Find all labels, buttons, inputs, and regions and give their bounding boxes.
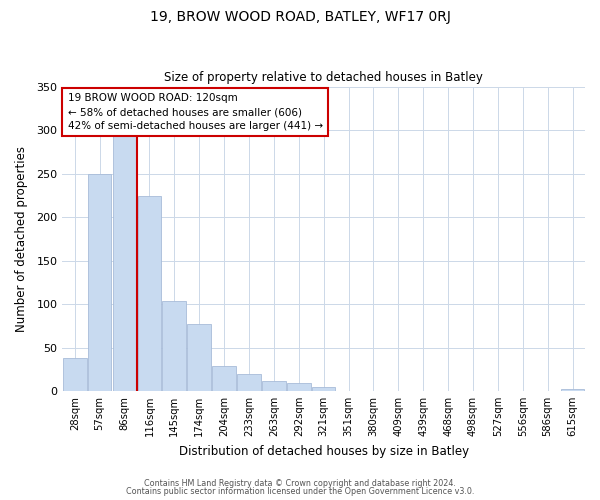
Bar <box>113 135 136 391</box>
Text: Contains public sector information licensed under the Open Government Licence v3: Contains public sector information licen… <box>126 487 474 496</box>
X-axis label: Distribution of detached houses by size in Batley: Distribution of detached houses by size … <box>179 444 469 458</box>
Text: Contains HM Land Registry data © Crown copyright and database right 2024.: Contains HM Land Registry data © Crown c… <box>144 478 456 488</box>
Bar <box>137 196 161 391</box>
Y-axis label: Number of detached properties: Number of detached properties <box>15 146 28 332</box>
Bar <box>561 389 584 391</box>
Bar <box>187 324 211 391</box>
Text: 19, BROW WOOD ROAD, BATLEY, WF17 0RJ: 19, BROW WOOD ROAD, BATLEY, WF17 0RJ <box>149 10 451 24</box>
Bar <box>163 300 186 391</box>
Bar <box>63 358 86 391</box>
Text: 19 BROW WOOD ROAD: 120sqm
← 58% of detached houses are smaller (606)
42% of semi: 19 BROW WOOD ROAD: 120sqm ← 58% of detac… <box>68 93 323 131</box>
Bar <box>212 366 236 391</box>
Bar <box>312 386 335 391</box>
Bar <box>237 374 261 391</box>
Bar <box>262 382 286 391</box>
Bar <box>287 383 311 391</box>
Title: Size of property relative to detached houses in Batley: Size of property relative to detached ho… <box>164 72 483 85</box>
Bar <box>88 174 112 391</box>
